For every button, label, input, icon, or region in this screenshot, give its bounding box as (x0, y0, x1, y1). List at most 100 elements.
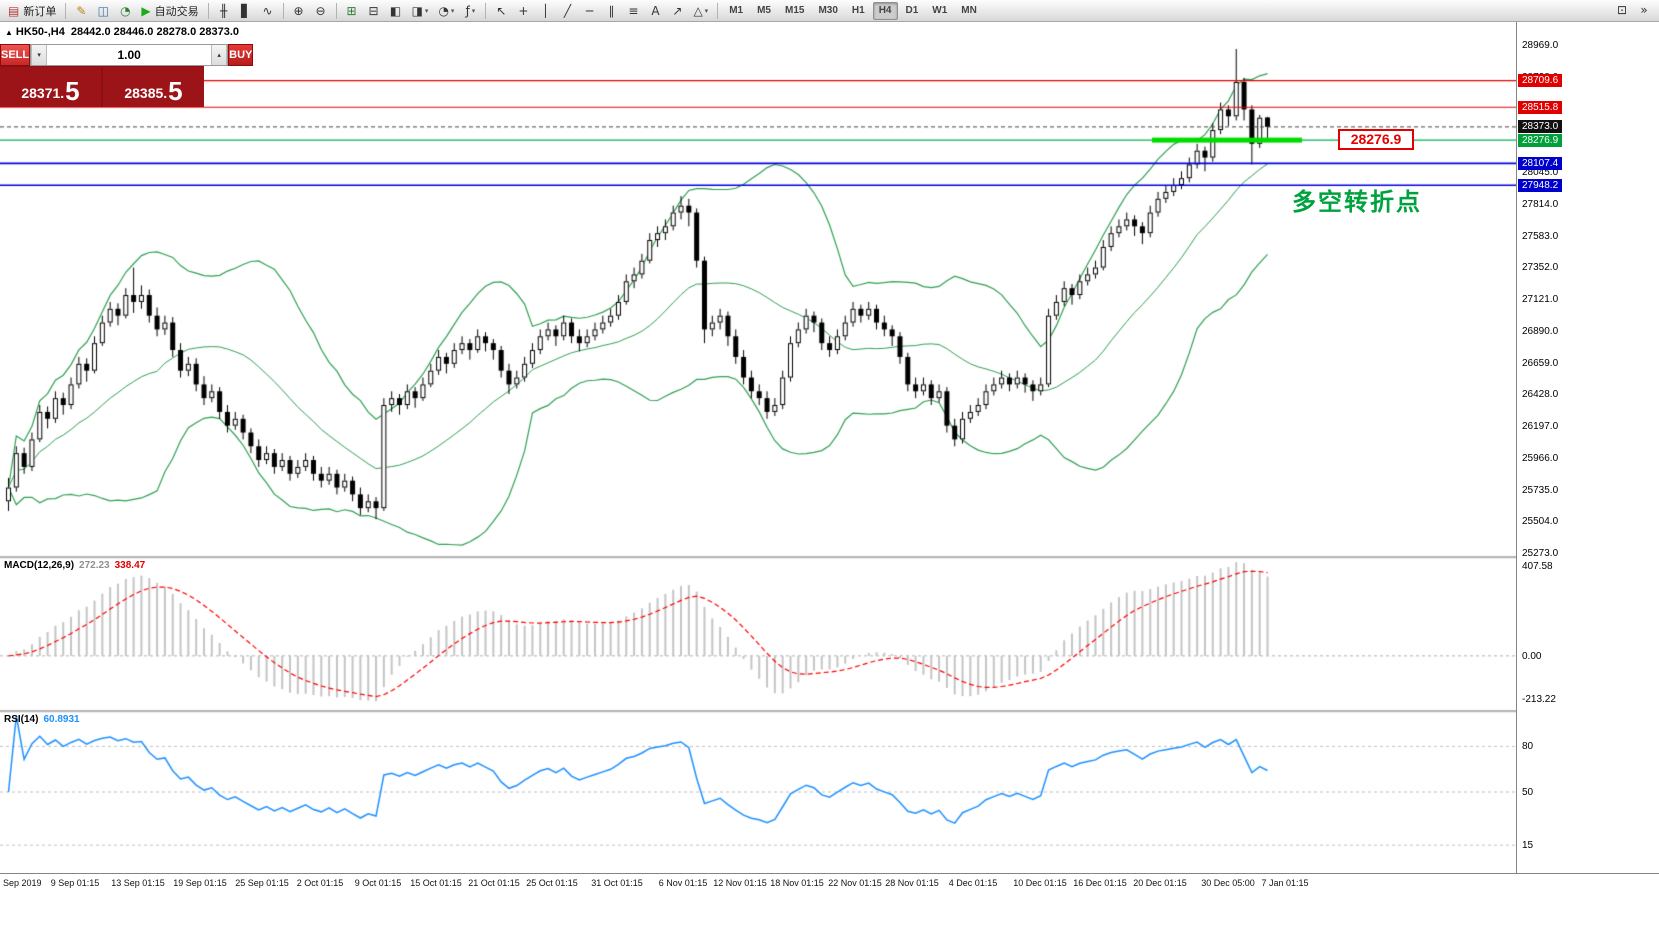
volume-input[interactable] (47, 45, 212, 65)
time-axis-label: 28 Nov 01:15 (885, 878, 939, 888)
price-badge: 28276.9 (1518, 133, 1563, 147)
time-axis-label: 22 Nov 01:15 (828, 878, 882, 888)
macd-axis-label: 0.00 (1522, 650, 1542, 662)
tf-d1-button[interactable]: D1 (900, 2, 925, 20)
shapes-icon: △ (693, 3, 703, 18)
autotrading-button[interactable]: ▶ 自动交易 (137, 2, 202, 20)
tf-d1-label: D1 (905, 5, 919, 16)
periods-button[interactable]: ◔ ▾ (434, 2, 458, 20)
time-axis-label: 9 Sep 01:15 (50, 878, 100, 888)
new-order-button[interactable]: ▤ 新订单 (4, 2, 60, 20)
collapse-panel-icon[interactable]: ▲ (5, 28, 13, 37)
tile-windows-button[interactable]: ⊞ (342, 2, 362, 20)
candlestick-chart-button[interactable]: ▋ (236, 2, 256, 20)
metaeditor-icon: ✎ (76, 3, 87, 18)
time-axis-label: 2 Oct 01:15 (296, 878, 344, 888)
vertical-line-button[interactable]: │ (535, 2, 555, 20)
macd-axis-label: -213.22 (1522, 694, 1556, 705)
horizontal-line-button[interactable]: ─ (579, 2, 599, 20)
metaeditor-button[interactable]: ✎ (71, 2, 91, 20)
price-axis-label: 26890.0 (1522, 325, 1559, 337)
time-axis-label: 30 Dec 05:00 (1201, 878, 1255, 888)
time-axis-label: 12 Nov 01:15 (713, 878, 767, 888)
price-axis-label: 27121.0 (1522, 294, 1559, 306)
chart-shift-button[interactable]: ◧ (386, 2, 406, 20)
trendline-button[interactable]: ╱ (557, 2, 577, 20)
crosshair-button[interactable]: + (513, 2, 533, 20)
cursor-button[interactable]: ↖ (491, 2, 511, 20)
sell-price[interactable]: 28371. 5 (0, 67, 101, 107)
bar-chart-icon: ╫ (219, 3, 228, 18)
tf-m5-button[interactable]: M5 (751, 2, 777, 20)
bar-chart-button[interactable]: ╫ (214, 2, 234, 20)
history-center-button[interactable]: ◔ (115, 2, 135, 20)
ohlc-values: 28442.0 28446.0 28278.0 28373.0 (70, 26, 240, 38)
time-axis-label: 4 Dec 01:15 (948, 878, 998, 888)
trade-panel-prices: 28371. 5 28385. 5 (0, 67, 204, 107)
time-axis-label: 16 Dec 01:15 (1073, 878, 1127, 888)
new-chart-dropdown-icon[interactable]: ▾ (424, 6, 429, 15)
overflow-button[interactable]: » (1634, 1, 1654, 19)
zoom-in-icon: ⊕ (293, 3, 304, 18)
tf-m15-button[interactable]: M15 (779, 2, 810, 20)
macd-axis-label: 407.58 (1522, 561, 1553, 572)
tf-m30-label: M30 (818, 5, 838, 16)
time-axis-label: 21 Oct 01:15 (468, 878, 520, 888)
price-axis[interactable]: 28969.028738.028507.028276.028045.027814… (1516, 22, 1659, 873)
buy-button[interactable]: BUY (228, 44, 254, 66)
tf-h1-button[interactable]: H1 (846, 2, 871, 20)
dock-window-button[interactable]: ⊡ (1612, 1, 1632, 19)
history-center-icon: ◔ (120, 3, 131, 18)
shapes-dropdown-icon[interactable]: ▾ (704, 6, 709, 15)
time-axis-label: 13 Sep 01:15 (111, 878, 165, 888)
rsi-axis-label: 80 (1522, 741, 1534, 753)
chart-area[interactable]: ▲ HK50-,H4 28442.0 28446.0 28278.0 28373.0… (0, 22, 1659, 945)
time-axis[interactable]: Sep 2019 9 Sep 01:15 13 Sep 01:15 19 Sep 01… (0, 873, 1659, 945)
periods-dropdown-icon[interactable]: ▾ (450, 6, 455, 15)
arrows-button[interactable]: ↗ (667, 2, 687, 20)
periods-icon: ◔ (438, 3, 449, 18)
rsi-axis-label: 50 (1522, 787, 1534, 798)
line-chart-icon: ∿ (262, 3, 273, 18)
volume-increase-button[interactable]: ▴ (211, 45, 228, 65)
macd-name: MACD(12,26,9) (4, 560, 75, 571)
price-axis-label: 26659.0 (1522, 357, 1559, 369)
tf-w1-button[interactable]: W1 (926, 2, 953, 20)
price-level-callout[interactable]: 28276.9 (1338, 129, 1414, 150)
toolbar-separator (207, 2, 209, 19)
price-axis-label: 26197.0 (1522, 421, 1559, 433)
equidistant-channel-icon: ∥ (608, 3, 615, 18)
shapes-button[interactable]: △ ▾ (689, 2, 712, 20)
chart-window-icon: ◫ (97, 3, 110, 18)
toolbar-separator (335, 2, 337, 19)
tf-m30-button[interactable]: M30 (812, 2, 843, 20)
text-label-button[interactable]: A (645, 2, 665, 20)
tf-h4-button[interactable]: H4 (872, 1, 898, 20)
zoom-out-button[interactable]: ⊖ (311, 2, 331, 20)
tf-m1-button[interactable]: M1 (723, 2, 749, 20)
line-chart-button[interactable]: ∿ (258, 2, 278, 20)
toolbar-separator (65, 2, 67, 19)
buy-price[interactable]: 28385. 5 (103, 67, 204, 107)
chinese-annotation[interactable]: 多空转折点 (1292, 189, 1422, 216)
price-axis-label: 28045.0 (1522, 166, 1559, 178)
price-axis-label: 25504.0 (1522, 516, 1559, 528)
fibonacci-button[interactable]: ≡ (623, 2, 643, 20)
chart-window-button[interactable]: ◫ (93, 2, 113, 20)
volume-decrease-button[interactable]: ▾ (31, 45, 48, 65)
indicators-button[interactable]: ƒ ▾ (460, 2, 480, 20)
sell-price-main: 28371. (21, 85, 65, 101)
crosshair-icon: + (518, 3, 529, 18)
vertical-line-icon: │ (541, 3, 550, 18)
tf-mn-button[interactable]: MN (955, 2, 983, 20)
auto-arrange-button[interactable]: ⊟ (364, 2, 384, 20)
zoom-in-button[interactable]: ⊕ (289, 2, 309, 20)
sell-button[interactable]: SELL (0, 44, 31, 66)
price-axis-label: 27583.0 (1522, 230, 1559, 242)
indicators-dropdown-icon[interactable]: ▾ (471, 6, 476, 15)
price-chart-canvas[interactable] (0, 22, 1516, 873)
new-chart-button[interactable]: ◨ ▾ (408, 2, 433, 20)
time-axis-label: 9 Oct 01:15 (354, 878, 402, 888)
dock-window-icon: ⊡ (1616, 3, 1628, 17)
equidistant-channel-button[interactable]: ∥ (601, 2, 621, 20)
